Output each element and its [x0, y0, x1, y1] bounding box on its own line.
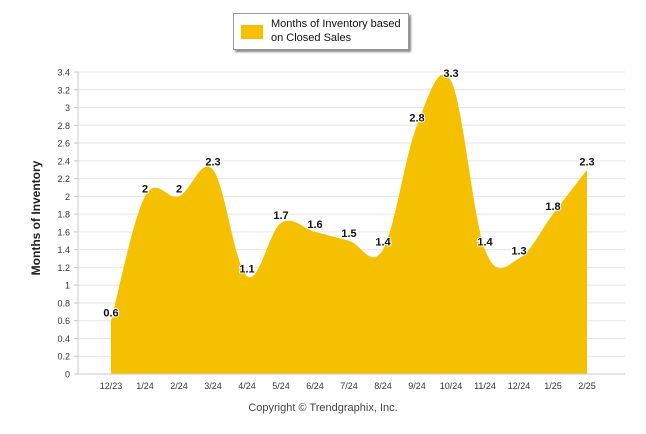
y-tick-label: 3 — [65, 103, 70, 113]
data-label: 1.6 — [307, 219, 322, 231]
data-label: 0.6 — [103, 308, 118, 320]
data-label: 3.3 — [443, 68, 458, 80]
y-tick-label: 2.6 — [57, 139, 70, 149]
x-tick-label: 7/24 — [340, 381, 358, 391]
y-axis-title: Months of Inventory — [29, 160, 43, 275]
data-label: 1.5 — [341, 228, 356, 240]
x-tick-label: 2/25 — [578, 381, 596, 391]
y-tick-label: 0.6 — [57, 316, 70, 326]
x-tick-label: 10/24 — [440, 381, 463, 391]
x-tick-label: 12/23 — [100, 381, 123, 391]
data-label: 1.1 — [239, 263, 254, 275]
y-tick-label: 0.4 — [57, 334, 70, 344]
y-tick-label: 1.6 — [57, 227, 70, 237]
legend: Months of Inventory based on Closed Sale… — [233, 13, 409, 50]
data-label: 1.7 — [273, 210, 288, 222]
data-label: 1.8 — [545, 201, 560, 213]
y-tick-label: 2.4 — [57, 156, 70, 166]
data-label: 1.4 — [477, 237, 493, 249]
x-tick-label: 9/24 — [408, 381, 426, 391]
x-tick-label: 1/24 — [136, 381, 154, 391]
y-tick-label: 0.2 — [57, 352, 70, 362]
y-tick-label: 2.8 — [57, 121, 70, 131]
data-label: 2 — [176, 183, 182, 195]
y-tick-label: 3.2 — [57, 85, 70, 95]
x-tick-label: 11/24 — [474, 381, 496, 391]
data-label: 2.3 — [579, 157, 594, 169]
x-tick-label: 8/24 — [374, 381, 392, 391]
y-tick-label: 1 — [65, 281, 70, 291]
area-series — [111, 74, 587, 374]
y-tick-label: 0 — [65, 370, 70, 380]
y-tick-labels: 0 0.2 0.4 0.6 0.8 1 1.2 1.4 1.6 1.8 2 2.2 2.4 2.6 2.8 3… — [57, 68, 78, 380]
x-tick-label: 6/24 — [306, 381, 324, 391]
x-tick-label: 3/24 — [204, 381, 222, 391]
legend-label: Months of Inventory based on Closed Sale… — [271, 18, 401, 44]
data-label: 2.3 — [205, 157, 220, 169]
x-tick-label: 2/24 — [170, 381, 188, 391]
y-tick-label: 1.2 — [57, 263, 70, 273]
x-tick-label: 1/25 — [544, 381, 562, 391]
y-tick-label: 0.8 — [57, 298, 70, 308]
legend-swatch — [241, 25, 263, 39]
x-tick-label: 4/24 — [238, 381, 256, 391]
data-label: 1.3 — [511, 246, 526, 258]
data-label: 2.8 — [409, 112, 424, 124]
data-label: 2 — [142, 183, 148, 195]
data-labels: 0.6 2 2 2.3 1.1 1.7 1.6 1.5 1.4 2.8 3.3 1.4 1.3 1.8 2.… — [102, 67, 595, 321]
y-tick-label: 1.8 — [57, 210, 70, 220]
y-tick-label: 2.2 — [57, 174, 70, 184]
x-tick-labels: 12/23 1/24 2/24 3/24 4/24 5/24 6/24 7/24 8/24 9/2… — [100, 381, 596, 391]
y-tick-label: 1.4 — [57, 245, 70, 255]
x-tick-label: 12/24 — [508, 381, 531, 391]
y-tick-label: 2 — [65, 192, 70, 202]
data-label: 1.4 — [375, 237, 391, 249]
x-tick-label: 5/24 — [272, 381, 290, 391]
copyright-text: Copyright © Trendgraphix, Inc. — [248, 402, 398, 414]
y-tick-label: 3.4 — [57, 68, 70, 78]
